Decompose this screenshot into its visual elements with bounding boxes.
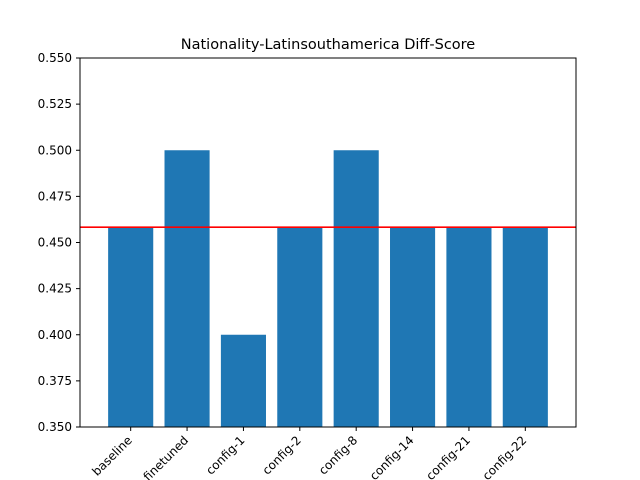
bar-config-2 — [277, 227, 323, 427]
bar-finetuned — [164, 150, 210, 427]
y-tick-label: 0.350 — [38, 420, 72, 434]
y-tick-label: 0.500 — [38, 143, 72, 157]
chart-title: Nationality-Latinsouthamerica Diff-Score — [181, 37, 476, 53]
y-tick-label: 0.425 — [38, 282, 72, 296]
y-tick-label: 0.375 — [38, 374, 72, 388]
y-tick-label: 0.550 — [38, 51, 72, 65]
bar-config-1 — [220, 334, 266, 427]
bar-config-22 — [502, 227, 548, 427]
y-tick-label: 0.475 — [38, 189, 72, 203]
y-tick-label: 0.450 — [38, 236, 72, 250]
bar-config-8 — [333, 150, 379, 427]
bar-config-14 — [390, 227, 436, 427]
bar-baseline — [108, 227, 154, 427]
y-tick-label: 0.525 — [38, 97, 72, 111]
bar-config-21 — [446, 227, 492, 427]
y-axis: 0.350 0.375 0.400 0.425 0.450 0.475 0.500 0.525… — [38, 51, 80, 434]
bars-group — [108, 150, 548, 427]
y-tick-label: 0.400 — [38, 328, 72, 342]
